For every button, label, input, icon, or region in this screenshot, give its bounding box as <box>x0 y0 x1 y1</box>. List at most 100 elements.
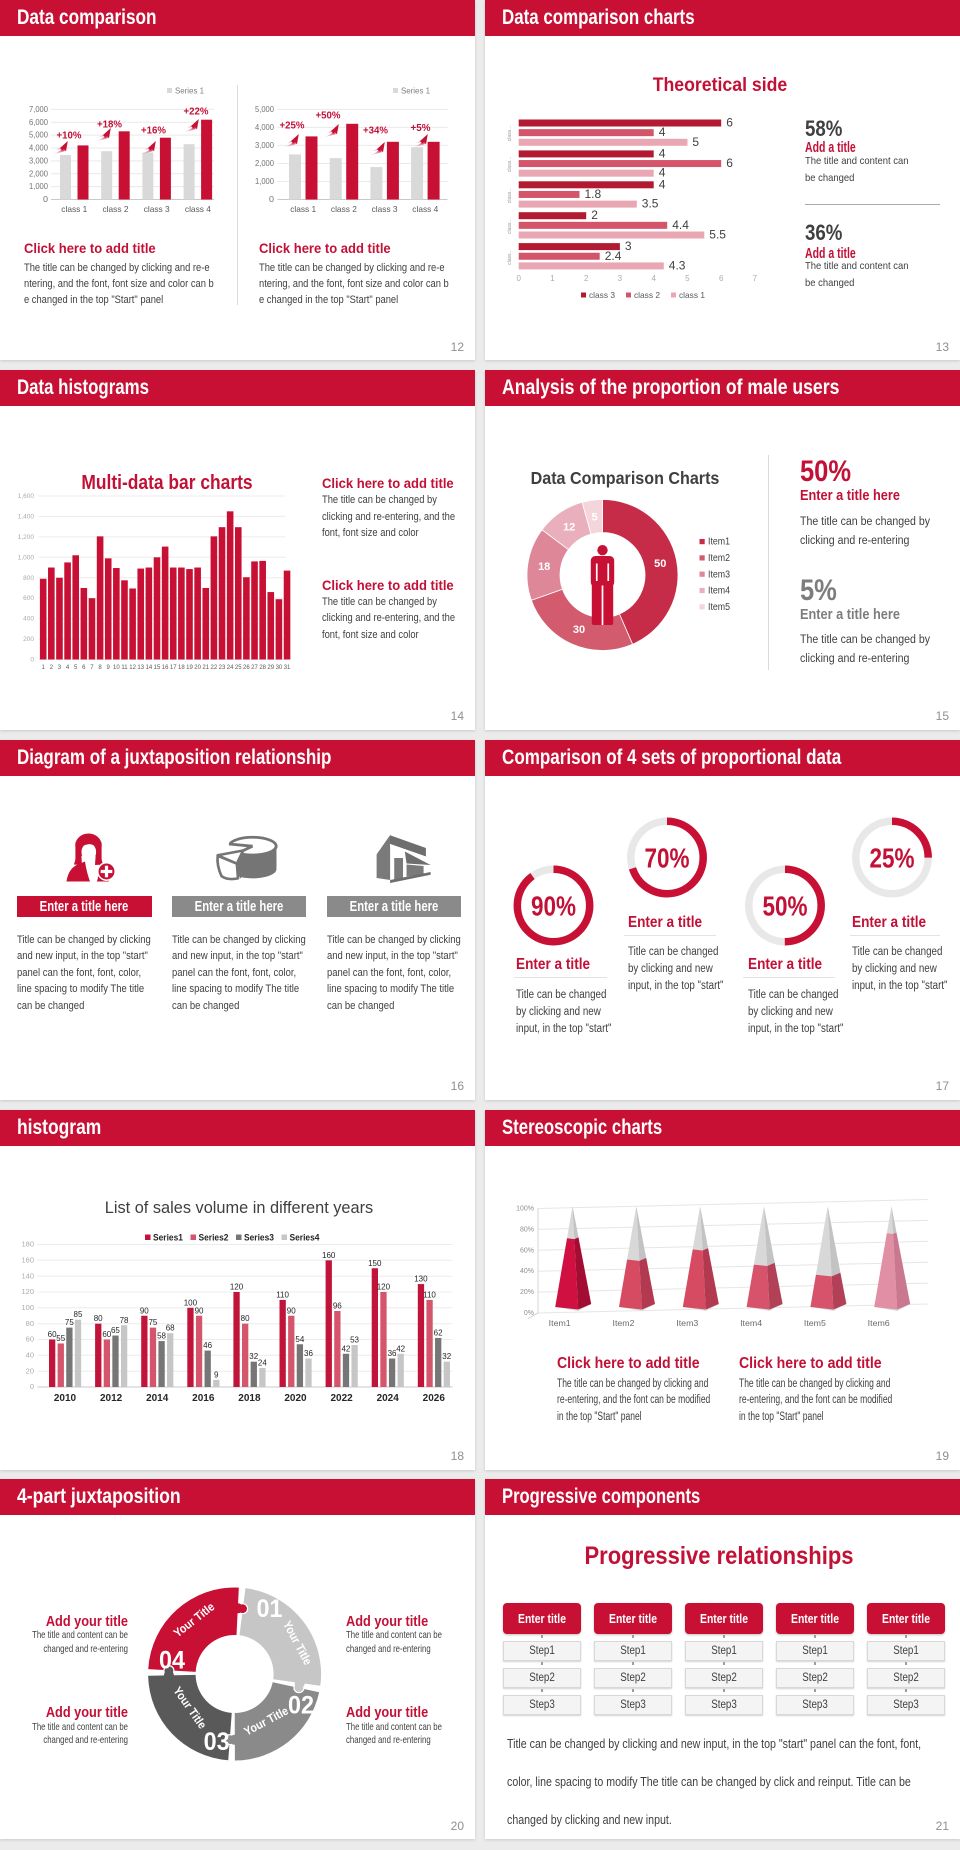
svg-text:130: 130 <box>414 1274 428 1283</box>
svg-text:90%: 90% <box>531 890 576 921</box>
svg-text:12: 12 <box>129 665 136 671</box>
svg-text:29: 29 <box>267 665 274 671</box>
svg-text:4: 4 <box>659 125 666 139</box>
svg-text:60%: 60% <box>520 1247 534 1254</box>
svg-text:16: 16 <box>162 665 169 671</box>
svg-text:80%: 80% <box>520 1226 534 1233</box>
svg-text:Item5: Item5 <box>708 601 730 612</box>
svg-text:Series2: Series2 <box>199 1232 229 1242</box>
svg-text:1: 1 <box>42 665 46 671</box>
svg-text:75: 75 <box>148 1318 157 1327</box>
svg-text:4: 4 <box>659 166 666 180</box>
svg-text:30: 30 <box>573 624 585 636</box>
svg-text:+16%: +16% <box>141 125 167 137</box>
svg-text:class...: class... <box>507 157 513 173</box>
svg-text:6: 6 <box>719 274 724 283</box>
svg-text:class 4: class 4 <box>412 204 438 214</box>
svg-text:class 2: class 2 <box>103 204 129 214</box>
svg-text:1,200: 1,200 <box>18 533 35 540</box>
svg-text:Series 1: Series 1 <box>175 87 205 96</box>
svg-text:75: 75 <box>65 1318 74 1327</box>
svg-text:4: 4 <box>659 146 666 160</box>
svg-text:32: 32 <box>442 1352 451 1361</box>
svg-text:200: 200 <box>23 636 34 643</box>
svg-text:100: 100 <box>21 1303 34 1312</box>
svg-text:6: 6 <box>726 116 733 130</box>
svg-text:Item2: Item2 <box>613 1319 636 1328</box>
svg-text:2: 2 <box>584 274 589 283</box>
svg-text:class...: class... <box>507 188 513 204</box>
svg-text:2014: 2014 <box>146 1393 169 1404</box>
svg-text:class 1: class 1 <box>679 290 705 300</box>
svg-text:Item4: Item4 <box>708 585 730 596</box>
svg-text:Series1: Series1 <box>153 1232 183 1242</box>
svg-text:90: 90 <box>287 1306 296 1315</box>
svg-text:2022: 2022 <box>330 1393 353 1404</box>
svg-text:7,000: 7,000 <box>29 105 49 114</box>
svg-text:80: 80 <box>94 1314 103 1323</box>
svg-text:5.5: 5.5 <box>709 228 726 242</box>
svg-text:Series4: Series4 <box>290 1232 320 1242</box>
svg-text:Item1: Item1 <box>549 1319 572 1328</box>
svg-text:2020: 2020 <box>284 1393 307 1404</box>
svg-text:7: 7 <box>90 665 94 671</box>
svg-text:78: 78 <box>120 1315 129 1324</box>
svg-text:1,000: 1,000 <box>255 177 275 186</box>
svg-text:17: 17 <box>170 665 177 671</box>
svg-text:+25%: +25% <box>280 120 306 132</box>
svg-text:60: 60 <box>48 1330 57 1339</box>
svg-text:160: 160 <box>322 1250 336 1259</box>
svg-text:20: 20 <box>194 665 201 671</box>
svg-text:180: 180 <box>21 1239 34 1248</box>
svg-text:400: 400 <box>23 615 34 622</box>
svg-text:19: 19 <box>186 665 193 671</box>
svg-text:3: 3 <box>625 239 632 253</box>
svg-text:class 4: class 4 <box>185 204 211 214</box>
svg-text:2: 2 <box>591 208 598 222</box>
svg-text:class 2: class 2 <box>634 290 660 300</box>
svg-text:6: 6 <box>82 665 86 671</box>
svg-text:15: 15 <box>154 665 161 671</box>
svg-text:class...: class... <box>507 249 513 265</box>
svg-text:5,000: 5,000 <box>255 105 275 114</box>
svg-text:2018: 2018 <box>238 1393 261 1404</box>
svg-text:30: 30 <box>276 665 283 671</box>
svg-text:3,000: 3,000 <box>29 156 49 165</box>
svg-text:25%: 25% <box>870 842 915 873</box>
svg-text:20: 20 <box>26 1366 34 1375</box>
svg-text:68: 68 <box>166 1323 175 1332</box>
svg-text:24: 24 <box>227 665 234 671</box>
svg-text:85: 85 <box>74 1310 83 1319</box>
svg-text:27: 27 <box>251 665 258 671</box>
svg-text:5,000: 5,000 <box>29 131 49 140</box>
svg-text:24: 24 <box>258 1358 267 1367</box>
svg-text:Item1: Item1 <box>708 536 730 547</box>
svg-text:Item3: Item3 <box>676 1319 699 1328</box>
svg-text:Item4: Item4 <box>740 1319 763 1328</box>
svg-text:58: 58 <box>157 1331 166 1340</box>
svg-text:600: 600 <box>23 595 34 602</box>
svg-text:100: 100 <box>184 1298 198 1307</box>
svg-text:5: 5 <box>74 665 78 671</box>
svg-text:60: 60 <box>102 1330 111 1339</box>
svg-text:46: 46 <box>203 1341 212 1350</box>
svg-text:18: 18 <box>178 665 185 671</box>
svg-text:0: 0 <box>269 195 275 204</box>
svg-text:+34%: +34% <box>363 125 389 137</box>
svg-text:65: 65 <box>111 1326 120 1335</box>
svg-text:22: 22 <box>211 665 218 671</box>
svg-text:9: 9 <box>107 665 111 671</box>
svg-text:2010: 2010 <box>54 1393 77 1404</box>
svg-text:150: 150 <box>368 1258 382 1267</box>
svg-text:90: 90 <box>195 1306 204 1315</box>
svg-text:class 1: class 1 <box>290 204 316 214</box>
svg-text:60: 60 <box>26 1334 34 1343</box>
svg-text:class 2: class 2 <box>331 204 357 214</box>
svg-text:class 3: class 3 <box>372 204 398 214</box>
svg-text:Series 1: Series 1 <box>401 87 431 96</box>
svg-text:2,000: 2,000 <box>29 169 49 178</box>
svg-text:140: 140 <box>21 1271 34 1280</box>
svg-text:3: 3 <box>58 665 62 671</box>
svg-text:4.4: 4.4 <box>672 218 689 232</box>
svg-text:+18%: +18% <box>97 119 123 131</box>
